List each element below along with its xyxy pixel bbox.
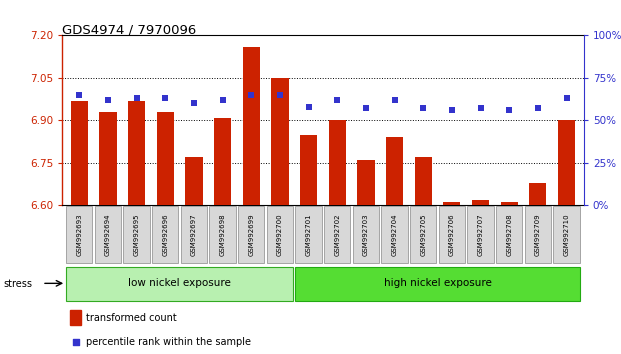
FancyBboxPatch shape: [410, 206, 437, 263]
FancyBboxPatch shape: [296, 267, 580, 301]
Text: percentile rank within the sample: percentile rank within the sample: [86, 337, 251, 347]
FancyBboxPatch shape: [553, 206, 580, 263]
Point: [419, 105, 428, 111]
Point: [189, 101, 199, 106]
Text: transformed count: transformed count: [86, 313, 176, 323]
Point: [103, 97, 113, 103]
FancyBboxPatch shape: [124, 206, 150, 263]
Text: GSM992708: GSM992708: [506, 213, 512, 256]
Bar: [329, 120, 346, 205]
Point: [389, 97, 399, 103]
FancyBboxPatch shape: [468, 206, 494, 263]
Bar: [386, 137, 403, 205]
Text: GSM992699: GSM992699: [248, 213, 254, 256]
FancyBboxPatch shape: [209, 206, 236, 263]
FancyBboxPatch shape: [438, 206, 465, 263]
FancyBboxPatch shape: [324, 206, 350, 263]
Point: [160, 96, 170, 101]
Point: [361, 105, 371, 111]
Text: GSM992704: GSM992704: [392, 213, 397, 256]
Bar: [501, 202, 518, 205]
FancyBboxPatch shape: [238, 206, 265, 263]
Text: GSM992709: GSM992709: [535, 213, 541, 256]
FancyBboxPatch shape: [525, 206, 551, 263]
Text: GSM992705: GSM992705: [420, 213, 426, 256]
Point: [332, 97, 342, 103]
FancyBboxPatch shape: [496, 206, 522, 263]
Point: [476, 105, 486, 111]
Text: stress: stress: [3, 279, 32, 289]
Bar: [243, 47, 260, 205]
Bar: [185, 157, 202, 205]
Bar: [415, 157, 432, 205]
Text: GSM992700: GSM992700: [277, 213, 283, 256]
FancyBboxPatch shape: [66, 206, 93, 263]
Text: GSM992697: GSM992697: [191, 213, 197, 256]
Text: GSM992706: GSM992706: [449, 213, 455, 256]
Text: GSM992694: GSM992694: [105, 213, 111, 256]
Text: GSM992693: GSM992693: [76, 213, 83, 256]
Text: GSM992695: GSM992695: [134, 213, 140, 256]
Bar: [357, 160, 374, 205]
FancyBboxPatch shape: [181, 206, 207, 263]
FancyBboxPatch shape: [152, 206, 178, 263]
FancyBboxPatch shape: [66, 267, 293, 301]
Point: [304, 104, 314, 110]
Point: [247, 92, 256, 98]
Bar: [99, 112, 117, 205]
Point: [71, 339, 81, 345]
Bar: [300, 135, 317, 205]
Bar: [558, 120, 575, 205]
Text: high nickel exposure: high nickel exposure: [384, 278, 491, 289]
Bar: [128, 101, 145, 205]
Text: GSM992696: GSM992696: [162, 213, 168, 256]
Point: [275, 92, 285, 98]
Bar: [70, 310, 81, 325]
Text: GSM992710: GSM992710: [563, 213, 569, 256]
Bar: [156, 112, 174, 205]
Text: GSM992707: GSM992707: [478, 213, 484, 256]
FancyBboxPatch shape: [296, 206, 322, 263]
Text: GSM992702: GSM992702: [334, 213, 340, 256]
Point: [504, 107, 514, 113]
FancyBboxPatch shape: [267, 206, 293, 263]
Bar: [529, 183, 546, 205]
Point: [132, 96, 142, 101]
Bar: [472, 200, 489, 205]
FancyBboxPatch shape: [95, 206, 121, 263]
Point: [75, 92, 84, 98]
FancyBboxPatch shape: [381, 206, 408, 263]
FancyBboxPatch shape: [353, 206, 379, 263]
Bar: [71, 101, 88, 205]
Point: [561, 96, 571, 101]
Point: [447, 107, 457, 113]
Text: low nickel exposure: low nickel exposure: [128, 278, 231, 289]
Bar: [443, 202, 461, 205]
Text: GSM992701: GSM992701: [306, 213, 312, 256]
Point: [533, 105, 543, 111]
Bar: [271, 78, 289, 205]
Text: GSM992698: GSM992698: [220, 213, 225, 256]
Point: [217, 97, 227, 103]
Text: GSM992703: GSM992703: [363, 213, 369, 256]
Text: GDS4974 / 7970096: GDS4974 / 7970096: [62, 23, 196, 36]
Bar: [214, 118, 231, 205]
